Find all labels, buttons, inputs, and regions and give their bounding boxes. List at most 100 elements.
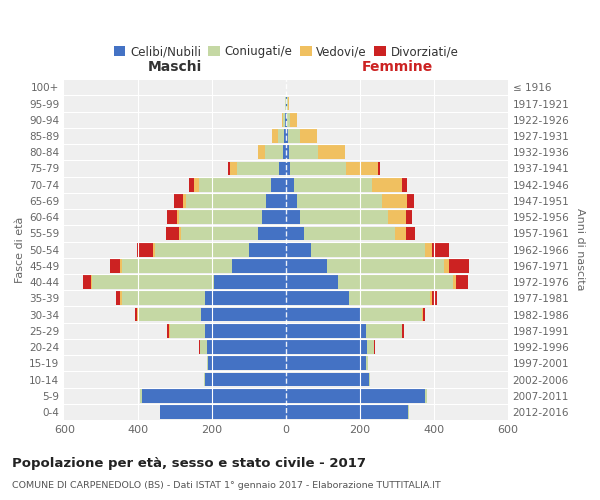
Bar <box>286 324 365 338</box>
Bar <box>367 340 374 354</box>
Bar <box>300 210 388 224</box>
Bar <box>304 226 395 240</box>
Bar <box>140 389 142 402</box>
Bar <box>286 275 338 289</box>
Bar <box>327 259 444 273</box>
Bar <box>214 275 286 289</box>
Bar <box>286 242 311 256</box>
Bar <box>286 146 289 159</box>
Bar <box>237 162 280 175</box>
Bar <box>204 372 205 386</box>
Bar <box>294 178 372 192</box>
Bar <box>205 372 286 386</box>
Bar <box>369 372 370 386</box>
Bar <box>382 194 407 208</box>
Bar <box>206 340 286 354</box>
Bar <box>425 242 431 256</box>
Bar <box>179 210 262 224</box>
Bar <box>286 405 408 419</box>
Bar <box>199 178 271 192</box>
Bar <box>286 226 304 240</box>
Bar <box>395 226 406 240</box>
Bar <box>154 242 155 256</box>
Bar <box>349 292 430 306</box>
Bar <box>182 194 186 208</box>
Bar <box>91 275 92 289</box>
Bar <box>297 194 382 208</box>
Bar <box>167 324 169 338</box>
Bar <box>286 389 425 402</box>
Bar <box>282 113 283 126</box>
Bar <box>425 389 427 402</box>
Bar <box>249 242 286 256</box>
Bar <box>160 405 286 419</box>
Bar <box>283 146 286 159</box>
Bar <box>262 210 286 224</box>
Bar <box>286 259 327 273</box>
Bar <box>379 162 380 175</box>
Bar <box>271 178 286 192</box>
Bar <box>155 242 249 256</box>
Bar <box>116 292 120 306</box>
Bar <box>285 96 286 110</box>
Bar <box>408 405 409 419</box>
Bar <box>199 340 200 354</box>
Bar <box>422 308 423 322</box>
Text: Femmine: Femmine <box>361 60 433 74</box>
Bar <box>265 146 283 159</box>
Bar <box>122 259 232 273</box>
Bar <box>189 178 194 192</box>
Bar <box>286 340 367 354</box>
Bar <box>286 113 287 126</box>
Bar <box>360 308 422 322</box>
Bar <box>208 356 286 370</box>
Bar <box>286 162 290 175</box>
Bar <box>286 178 294 192</box>
Bar <box>138 308 201 322</box>
Bar <box>181 226 259 240</box>
Bar <box>92 275 214 289</box>
Y-axis label: Anni di nascita: Anni di nascita <box>575 208 585 291</box>
Bar <box>346 162 379 175</box>
Bar <box>287 113 290 126</box>
Bar <box>286 356 365 370</box>
Bar <box>406 226 415 240</box>
Bar <box>186 194 266 208</box>
Bar <box>286 129 288 143</box>
Bar <box>258 146 265 159</box>
Bar <box>229 162 230 175</box>
Bar <box>178 210 179 224</box>
Text: Maschi: Maschi <box>148 60 202 74</box>
Bar <box>201 308 286 322</box>
Bar <box>290 162 346 175</box>
Bar <box>287 96 289 110</box>
Bar <box>135 308 137 322</box>
Bar <box>83 275 91 289</box>
Bar <box>272 129 278 143</box>
Bar <box>430 292 432 306</box>
Bar <box>453 275 456 289</box>
Bar <box>286 292 349 306</box>
Bar <box>206 356 208 370</box>
Bar <box>167 210 178 224</box>
Bar <box>137 308 138 322</box>
Bar <box>289 146 318 159</box>
Bar <box>444 259 449 273</box>
Text: COMUNE DI CARPENEDOLO (BS) - Dati ISTAT 1° gennaio 2017 - Elaborazione TUTTITALI: COMUNE DI CARPENEDOLO (BS) - Dati ISTAT … <box>12 481 441 490</box>
Bar <box>432 292 437 306</box>
Bar <box>365 356 368 370</box>
Bar <box>280 162 286 175</box>
Bar <box>431 242 449 256</box>
Bar <box>338 275 453 289</box>
Bar <box>456 275 468 289</box>
Bar <box>137 242 154 256</box>
Bar <box>110 259 120 273</box>
Bar <box>200 340 206 354</box>
Text: Popolazione per età, sesso e stato civile - 2017: Popolazione per età, sesso e stato civil… <box>12 458 366 470</box>
Bar <box>300 129 317 143</box>
Bar <box>288 129 300 143</box>
Bar <box>449 259 469 273</box>
Bar <box>122 292 205 306</box>
Bar <box>407 194 414 208</box>
Bar <box>286 372 369 386</box>
